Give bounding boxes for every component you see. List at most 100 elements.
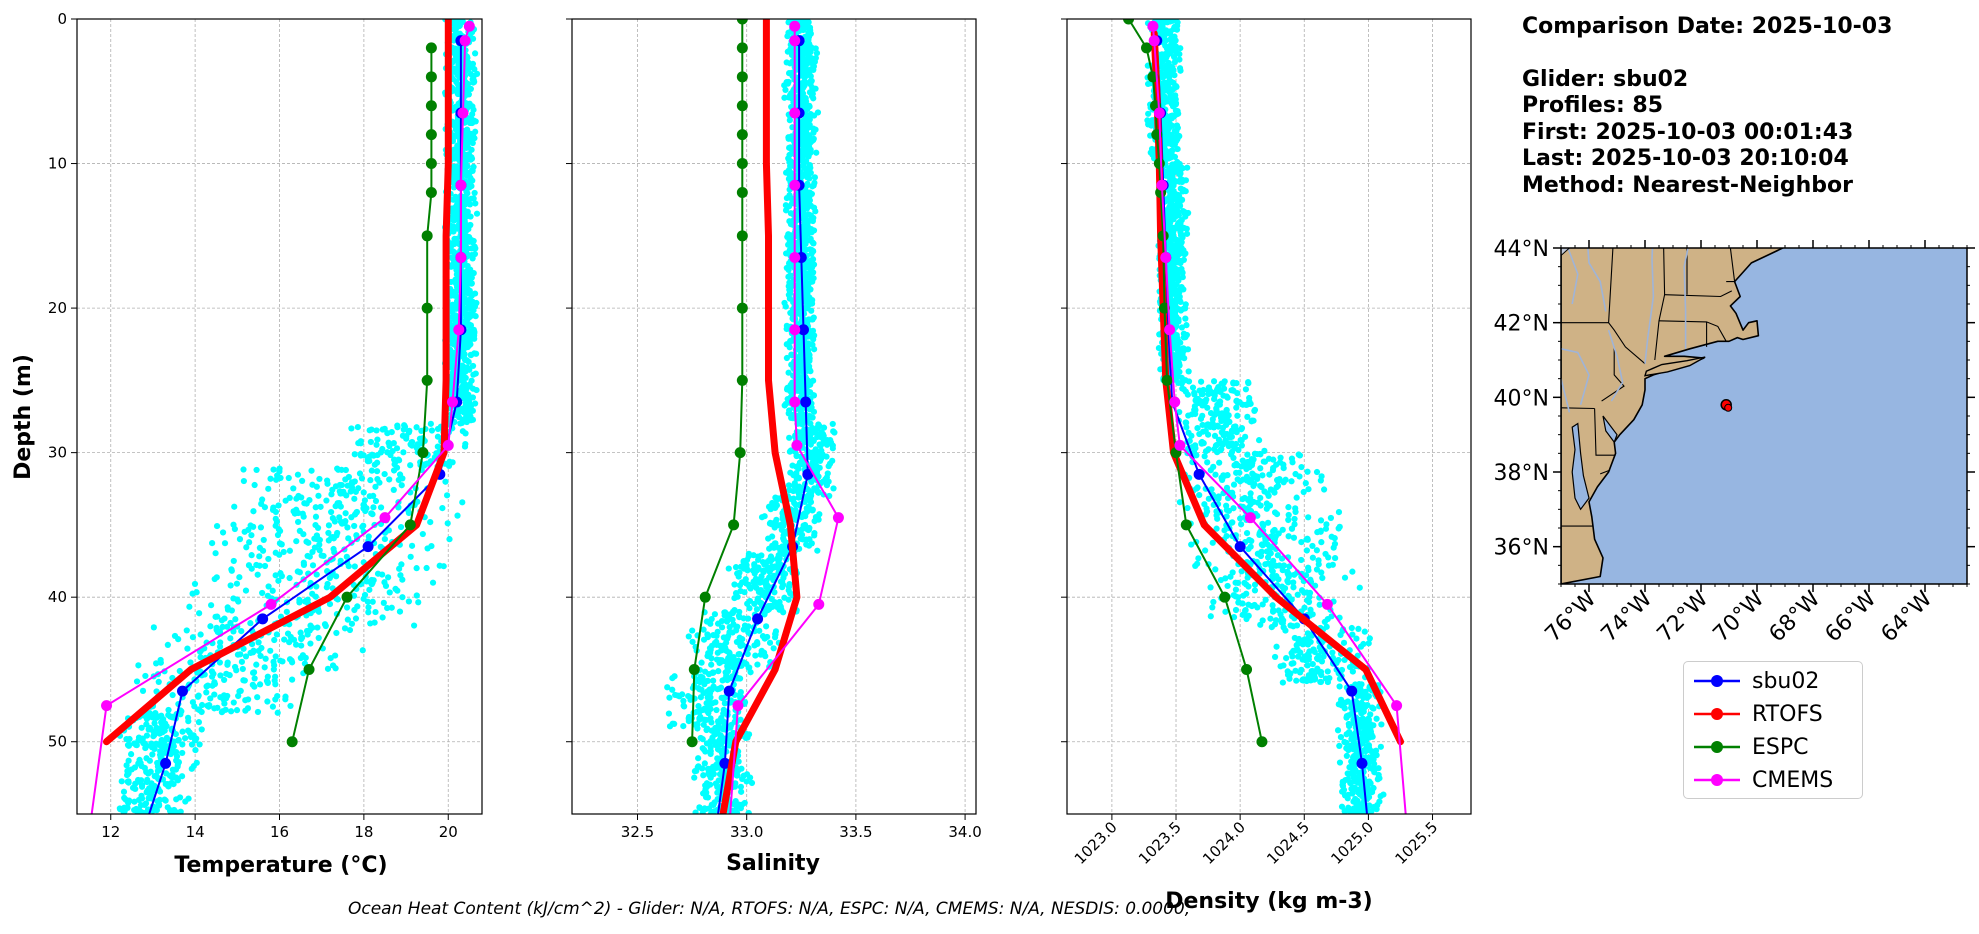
scatter-point [463,154,470,162]
scatter-point [219,623,226,631]
scatter-point [247,620,254,627]
scatter-point [345,473,352,481]
scatter-point [195,706,202,713]
scatter-point [242,587,250,594]
series-cmems [729,20,844,814]
scatter-point [345,563,352,570]
scatter-point [351,606,358,614]
series-marker [421,230,433,242]
y-tick-label: 40 [48,588,67,606]
scatter-point [135,662,142,669]
scatter-point [464,117,472,125]
series-marker [459,35,471,47]
scatter-point [264,698,271,705]
scatter-point [671,673,678,680]
scatter-point [782,202,790,209]
scatter-point [1165,84,1172,91]
x-tick-label: 34.0 [948,823,981,841]
scatter-point [309,562,317,569]
scatter-point [735,651,742,658]
scatter-point [778,521,785,528]
scatter-point [440,563,447,570]
scatter-point [405,598,412,605]
scatter-point [367,438,374,446]
scatter-point [804,174,811,181]
scatter-point [471,135,478,142]
scatter-point [768,521,775,528]
scatter-point [316,541,323,548]
scatter-point [365,604,372,611]
scatter-point [382,582,390,590]
scatter-point [781,94,788,101]
scatter-point [413,565,420,572]
scatter-point [809,414,816,421]
scatter-point [223,670,230,677]
scatter-point [469,407,476,414]
scatter-point [379,571,386,578]
scatter-point [769,533,776,540]
scatter-point [721,642,728,649]
scatter-point [1162,95,1169,103]
series-marker [752,613,764,625]
scatter-point [324,580,331,588]
scatter-point [808,93,816,100]
scatter-point [709,669,717,676]
scatter-point [372,608,379,616]
scatter-point [196,648,204,655]
scatter-point [808,316,815,323]
scatter-point [123,735,130,743]
scatter-point [236,536,244,543]
scatter-point [785,583,793,590]
scatter-point [248,532,255,539]
scatter-point [1169,147,1176,154]
scatter-point [358,475,366,482]
scatter-point [740,626,747,633]
scatter-point [736,582,744,589]
scatter-point [462,356,469,364]
scatter-point [351,563,358,570]
scatter-point [814,514,821,521]
scatter-point [143,732,151,739]
scatter-point [463,382,470,390]
scatter-point [295,518,302,526]
series-marker [736,129,748,141]
scatter-point [162,797,169,804]
scatter-point [770,645,777,652]
scatter-point [807,286,814,293]
scatter-point [463,188,470,195]
scatter-point [248,552,255,559]
scatter-point [348,620,356,627]
y-tick-label: 30 [48,444,67,462]
scatter-point [360,595,367,602]
scatter-point [449,355,457,362]
scatter-point [811,179,818,186]
scatter-point [288,657,295,664]
scatter-point [395,504,402,511]
scatter-point [122,796,129,803]
scatter-point [231,525,238,533]
scatter-point [1165,71,1172,79]
series-marker [789,324,801,336]
scatter-point [184,645,191,652]
scatter-point [729,609,737,617]
scatter-point [367,477,374,484]
scatter-point [193,589,200,596]
scatter-point [745,629,752,636]
series-marker [425,186,437,198]
scatter-point [153,740,160,747]
scatter-point [755,588,762,596]
scatter-point [467,352,475,359]
scatter-point [248,640,256,648]
series-line [291,46,433,743]
scatter-point [333,629,340,637]
scatter-point [780,550,788,558]
series-marker [421,302,433,314]
scatter-point [194,693,202,700]
scatter-point [745,550,752,557]
scatter-point [787,590,794,597]
scatter-point [330,535,337,542]
scatter-point [666,694,673,701]
scatter-point [799,51,806,58]
scatter-point [248,565,255,572]
